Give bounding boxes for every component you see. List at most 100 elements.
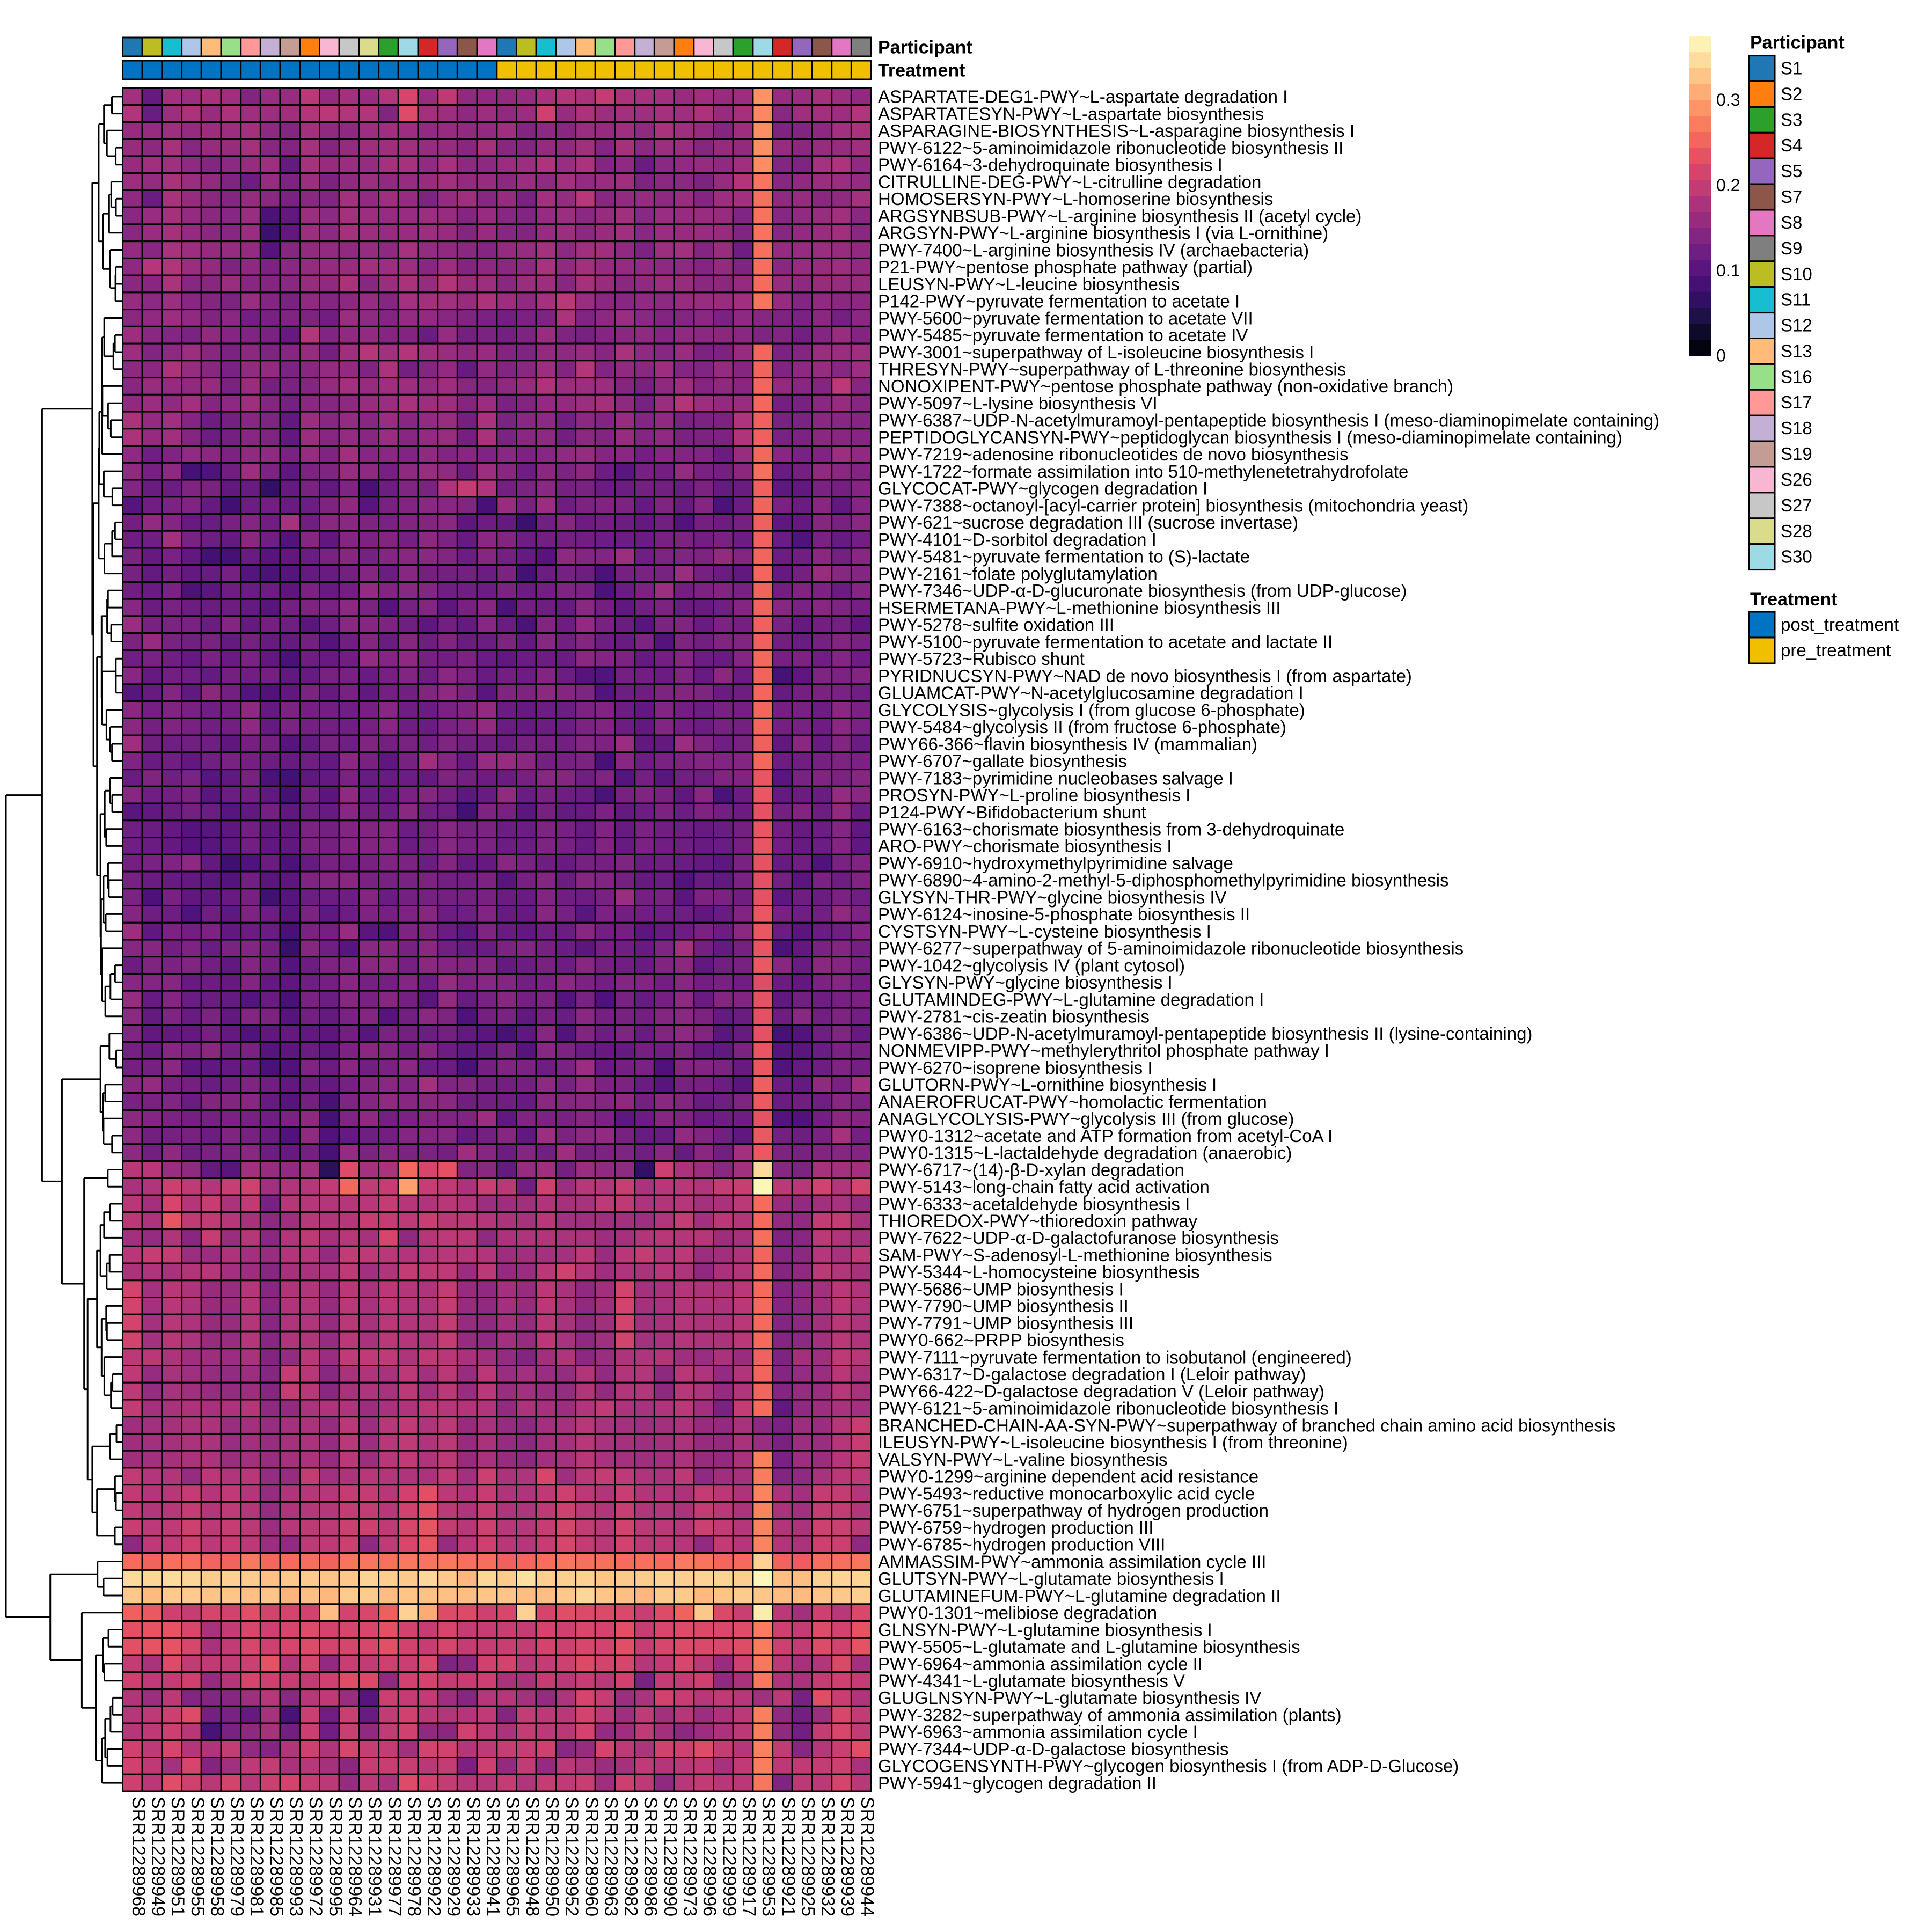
svg-text:PWY-5723~Rubisco shunt: PWY-5723~Rubisco shunt — [878, 649, 1085, 669]
svg-text:GLYCOGENSYNTH-PWY~glycogen bio: GLYCOGENSYNTH-PWY~glycogen biosynthesis … — [878, 1756, 1459, 1776]
svg-text:PWY-6785~hydrogen production V: PWY-6785~hydrogen production VIII — [878, 1535, 1165, 1555]
svg-text:PEPTIDOGLYCANSYN-PWY~peptidogl: PEPTIDOGLYCANSYN-PWY~peptidoglycan biosy… — [878, 428, 1622, 448]
svg-text:PWY0-1315~L-lactaldehyde degra: PWY0-1315~L-lactaldehyde degradation (an… — [878, 1143, 1292, 1163]
svg-text:PWY66-422~D-galactose degradat: PWY66-422~D-galactose degradation V (Lel… — [878, 1381, 1324, 1401]
svg-text:PWY-2781~cis-zeatin biosynthes: PWY-2781~cis-zeatin biosynthesis — [878, 1007, 1150, 1027]
svg-text:SRR12289960: SRR12289960 — [581, 1797, 602, 1916]
svg-text:PWY-5097~L-lysine biosynthesis: PWY-5097~L-lysine biosynthesis VI — [878, 393, 1158, 413]
svg-text:PWY-7400~L-arginine biosynthes: PWY-7400~L-arginine biosynthesis IV (arc… — [878, 240, 1309, 260]
svg-text:PWY-5278~sulfite oxidation III: PWY-5278~sulfite oxidation III — [878, 615, 1114, 635]
svg-text:S19: S19 — [1781, 444, 1812, 464]
svg-text:PWY-7622~UDP-α-D-galactofurano: PWY-7622~UDP-α-D-galactofuranose biosynt… — [878, 1228, 1279, 1248]
svg-text:PWY-6386~UDP-N-acetylmuramoyl-: PWY-6386~UDP-N-acetylmuramoyl-pentapepti… — [878, 1023, 1532, 1043]
svg-text:SRR12289981: SRR12289981 — [246, 1797, 267, 1916]
svg-text:SRR12289977: SRR12289977 — [384, 1797, 405, 1916]
svg-text:PWY-7388~octanoyl-[acyl-carrie: PWY-7388~octanoyl-[acyl-carrier protein]… — [878, 495, 1468, 515]
svg-text:S5: S5 — [1781, 161, 1802, 181]
svg-text:THRESYN-PWY~superpathway of L-: THRESYN-PWY~superpathway of L-threonine … — [878, 360, 1346, 379]
svg-text:PWY0-1299~arginine dependent a: PWY0-1299~arginine dependent acid resist… — [878, 1467, 1258, 1487]
svg-text:GLUTORN-PWY~L-ornithine biosyn: GLUTORN-PWY~L-ornithine biosynthesis I — [878, 1075, 1217, 1095]
svg-text:SRR12289929: SRR12289929 — [443, 1797, 464, 1916]
svg-text:SRR12289951: SRR12289951 — [167, 1797, 188, 1916]
svg-text:SRR12289978: SRR12289978 — [404, 1797, 425, 1916]
svg-text:PWY-5143~long-chain fatty acid: PWY-5143~long-chain fatty acid activatio… — [878, 1177, 1210, 1197]
svg-text:S7: S7 — [1781, 187, 1802, 207]
svg-text:PWY-6717~(14)-β-D-xylan degrad: PWY-6717~(14)-β-D-xylan degradation — [878, 1160, 1184, 1180]
svg-text:SRR12289965: SRR12289965 — [502, 1797, 523, 1916]
svg-text:SRR12289996: SRR12289996 — [699, 1797, 720, 1916]
svg-text:PWY-5600~pyruvate fermentation: PWY-5600~pyruvate fermentation to acetat… — [878, 308, 1253, 328]
svg-text:PWY-6164~3-dehydroquinate bios: PWY-6164~3-dehydroquinate biosynthesis I — [878, 155, 1223, 175]
svg-text:P124-PWY~Bifidobacterium shunt: P124-PWY~Bifidobacterium shunt — [878, 802, 1146, 822]
svg-text:S28: S28 — [1781, 521, 1812, 541]
svg-text:SRR12289999: SRR12289999 — [719, 1797, 740, 1916]
svg-text:LEUSYN-PWY~L-leucine biosynthe: LEUSYN-PWY~L-leucine biosynthesis — [878, 274, 1180, 294]
svg-text:S3: S3 — [1781, 109, 1802, 129]
svg-text:0.3: 0.3 — [1716, 90, 1740, 109]
svg-text:SRR12289953: SRR12289953 — [758, 1797, 779, 1916]
svg-text:PWY-5941~glycogen degradation: PWY-5941~glycogen degradation II — [878, 1773, 1157, 1793]
svg-text:ASPARTATESYN-PWY~L-aspartate b: ASPARTATESYN-PWY~L-aspartate biosynthesi… — [878, 104, 1264, 123]
svg-text:SRR12289939: SRR12289939 — [837, 1797, 858, 1916]
svg-text:GLYCOCAT-PWY~glycogen degradat: GLYCOCAT-PWY~glycogen degradation I — [878, 479, 1208, 499]
svg-text:SRR12289933: SRR12289933 — [463, 1797, 484, 1916]
svg-text:SRR12289952: SRR12289952 — [561, 1797, 582, 1916]
svg-text:PWY-3282~superpathway of ammon: PWY-3282~superpathway of ammonia assimil… — [878, 1705, 1342, 1725]
svg-text:GLUTAMINEFUM-PWY~L-glutamine d: GLUTAMINEFUM-PWY~L-glutamine degradation… — [878, 1586, 1280, 1606]
svg-text:SRR12289949: SRR12289949 — [148, 1797, 169, 1916]
svg-text:SRR12289925: SRR12289925 — [798, 1797, 818, 1916]
svg-text:PWY-5481~pyruvate fermentation: PWY-5481~pyruvate fermentation to (S)-la… — [878, 547, 1250, 567]
svg-text:SRR12289963: SRR12289963 — [601, 1797, 621, 1916]
svg-text:P21-PWY~pentose phosphate path: P21-PWY~pentose phosphate pathway (parti… — [878, 257, 1253, 277]
svg-text:PWY-5493~reductive monocarboxy: PWY-5493~reductive monocarboxylic acid c… — [878, 1483, 1255, 1503]
svg-text:PWY-6910~hydroxymethylpyrimidi: PWY-6910~hydroxymethylpyrimidine salvage — [878, 853, 1233, 873]
svg-text:PWY-7183~pyrimidine nucleobase: PWY-7183~pyrimidine nucleobases salvage … — [878, 768, 1233, 788]
svg-text:PWY-6707~gallate biosynthesis: PWY-6707~gallate biosynthesis — [878, 751, 1127, 771]
svg-text:HOMOSERSYN-PWY~L-homoserine bi: HOMOSERSYN-PWY~L-homoserine biosynthesis — [878, 189, 1273, 209]
svg-text:SRR12289982: SRR12289982 — [620, 1797, 641, 1916]
svg-text:PWY0-662~PRPP biosynthesis: PWY0-662~PRPP biosynthesis — [878, 1330, 1124, 1350]
svg-text:SRR12289921: SRR12289921 — [778, 1797, 799, 1916]
svg-text:SRR12289964: SRR12289964 — [345, 1797, 365, 1916]
svg-text:PYRIDNUCSYN-PWY~NAD de novo bi: PYRIDNUCSYN-PWY~NAD de novo biosynthesis… — [878, 666, 1412, 686]
svg-text:GLYSYN-PWY~glycine biosynthesi: GLYSYN-PWY~glycine biosynthesis I — [878, 972, 1173, 992]
svg-text:S10: S10 — [1781, 264, 1812, 284]
svg-text:VALSYN-PWY~L-valine biosynthes: VALSYN-PWY~L-valine biosynthesis — [878, 1450, 1168, 1469]
svg-text:SRR12289944: SRR12289944 — [857, 1797, 877, 1916]
svg-text:PWY66-366~flavin biosynthesis: PWY66-366~flavin biosynthesis IV (mammal… — [878, 734, 1257, 754]
svg-text:PROSYN-PWY~L-proline biosynthe: PROSYN-PWY~L-proline biosynthesis I — [878, 785, 1190, 805]
svg-text:PWY-5505~L-glutamate and L-glu: PWY-5505~L-glutamate and L-glutamine bio… — [878, 1637, 1300, 1657]
svg-text:SRR12289972: SRR12289972 — [305, 1797, 326, 1916]
svg-text:S13: S13 — [1781, 341, 1812, 361]
svg-text:PWY-6890~4-amino-2-methyl-5-di: PWY-6890~4-amino-2-methyl-5-diphosphomet… — [878, 870, 1449, 890]
svg-text:PWY-6124~inosine-5-phosphate b: PWY-6124~inosine-5-phosphate biosynthesi… — [878, 904, 1250, 924]
svg-text:SRR12289968: SRR12289968 — [128, 1797, 149, 1916]
svg-text:PWY-6122~5-aminoimidazole ribo: PWY-6122~5-aminoimidazole ribonucleotide… — [878, 138, 1343, 158]
svg-text:PWY-7790~UMP biosynthesis II: PWY-7790~UMP biosynthesis II — [878, 1296, 1129, 1316]
svg-text:SRR12289955: SRR12289955 — [187, 1797, 208, 1916]
svg-text:ANAEROFRUCAT-PWY~homolactic fe: ANAEROFRUCAT-PWY~homolactic fermentation — [878, 1092, 1267, 1111]
svg-text:SRR12289993: SRR12289993 — [286, 1797, 306, 1916]
svg-text:CITRULLINE-DEG-PWY~L-citrullin: CITRULLINE-DEG-PWY~L-citrulline degradat… — [878, 172, 1261, 192]
svg-text:PWY-6759~hydrogen production I: PWY-6759~hydrogen production III — [878, 1518, 1153, 1538]
svg-text:S17: S17 — [1781, 392, 1812, 412]
svg-text:SRR12289990: SRR12289990 — [660, 1797, 680, 1916]
svg-text:SRR12289986: SRR12289986 — [640, 1797, 661, 1916]
svg-text:PWY-4101~D-sorbitol degradatio: PWY-4101~D-sorbitol degradation I — [878, 530, 1157, 550]
svg-text:SAM-PWY~S-adenosyl-L-methionin: SAM-PWY~S-adenosyl-L-methionine biosynth… — [878, 1245, 1272, 1265]
svg-text:SRR12289931: SRR12289931 — [364, 1797, 385, 1916]
svg-text:S11: S11 — [1781, 290, 1811, 310]
svg-text:SRR12289995: SRR12289995 — [325, 1797, 346, 1916]
svg-text:S8: S8 — [1781, 213, 1802, 232]
svg-text:GLUAMCAT-PWY~N-acetylglucosami: GLUAMCAT-PWY~N-acetylglucosamine degrada… — [878, 683, 1304, 703]
svg-text:PWY-4341~L-glutamate biosynthe: PWY-4341~L-glutamate biosynthesis V — [878, 1671, 1185, 1691]
svg-text:PWY-6964~ammonia assimilation: PWY-6964~ammonia assimilation cycle II — [878, 1654, 1203, 1674]
svg-text:ASPARTATE-DEG1-PWY~L-aspartate: ASPARTATE-DEG1-PWY~L-aspartate degradati… — [878, 87, 1287, 107]
svg-text:GLYCOLYSIS~glycolysis I (from: GLYCOLYSIS~glycolysis I (from glucose 6-… — [878, 700, 1305, 720]
svg-text:0.1: 0.1 — [1716, 261, 1740, 280]
svg-text:PWY-6963~ammonia assimilation: PWY-6963~ammonia assimilation cycle I — [878, 1722, 1198, 1742]
svg-text:PWY-6163~chorismate biosynthes: PWY-6163~chorismate biosynthesis from 3-… — [878, 819, 1344, 839]
svg-text:S4: S4 — [1781, 135, 1802, 155]
svg-text:Participant: Participant — [1750, 33, 1845, 53]
svg-text:SRR12289932: SRR12289932 — [817, 1797, 838, 1916]
